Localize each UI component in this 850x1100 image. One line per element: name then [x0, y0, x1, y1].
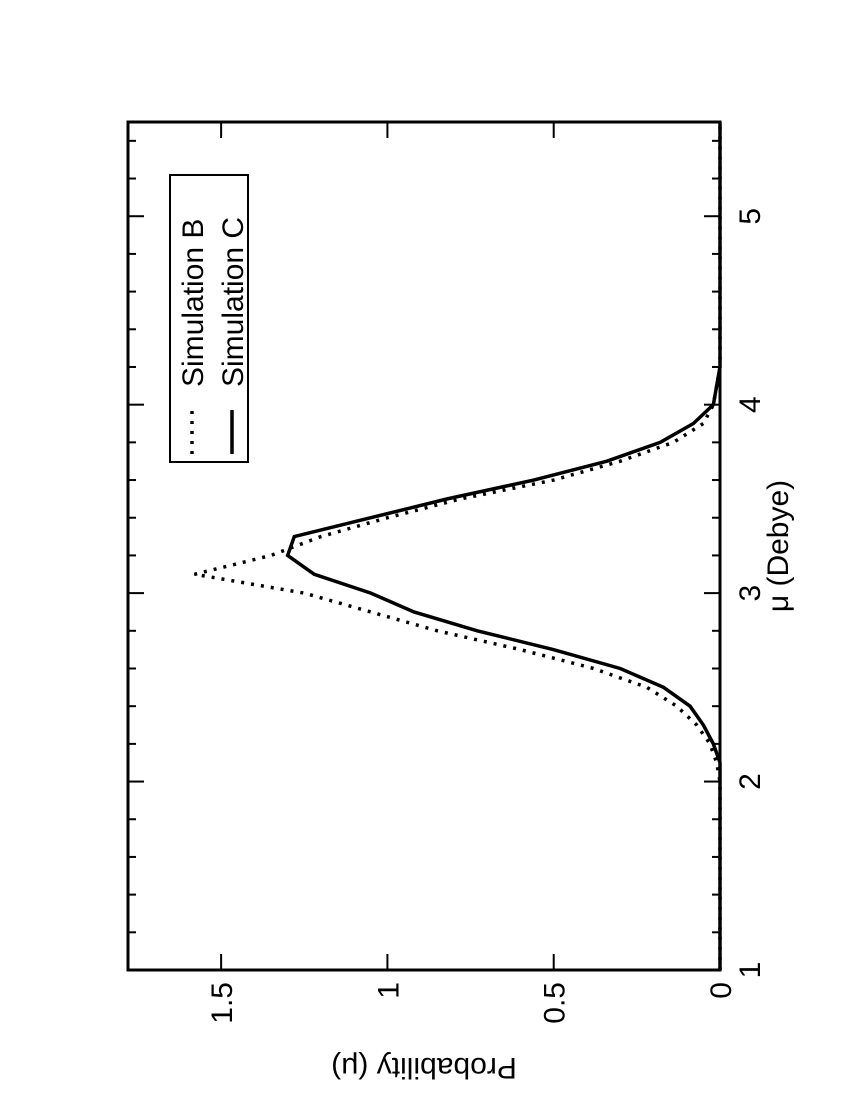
plot-frame: [126, 120, 722, 972]
legend-box: [169, 174, 249, 463]
legend-label: Simulation B: [177, 219, 210, 387]
x-axis-label: μ (Debye): [762, 480, 795, 612]
legend-label: Simulation C: [217, 217, 250, 387]
plot-area: μ (Debye) Probability (μ) 1 2 3 4 5 0 0.5 1 1.5 S…: [126, 120, 795, 1084]
x-tick-label: 4: [734, 396, 767, 413]
series-line: [285, 122, 722, 970]
x-tick-label: 1: [734, 962, 767, 979]
y-axis-label: Probability (μ): [331, 1051, 517, 1084]
y-tick-label: 1: [372, 982, 405, 999]
x-tick-label: 2: [734, 773, 767, 790]
y-tick-label: 0: [705, 982, 738, 999]
series-line: [194, 122, 722, 970]
x-tick-label: 3: [734, 585, 767, 602]
y-tick-label: 0.5: [539, 982, 572, 1024]
x-tick-label: 5: [734, 208, 767, 225]
y-tick-label: 1.5: [206, 982, 239, 1024]
